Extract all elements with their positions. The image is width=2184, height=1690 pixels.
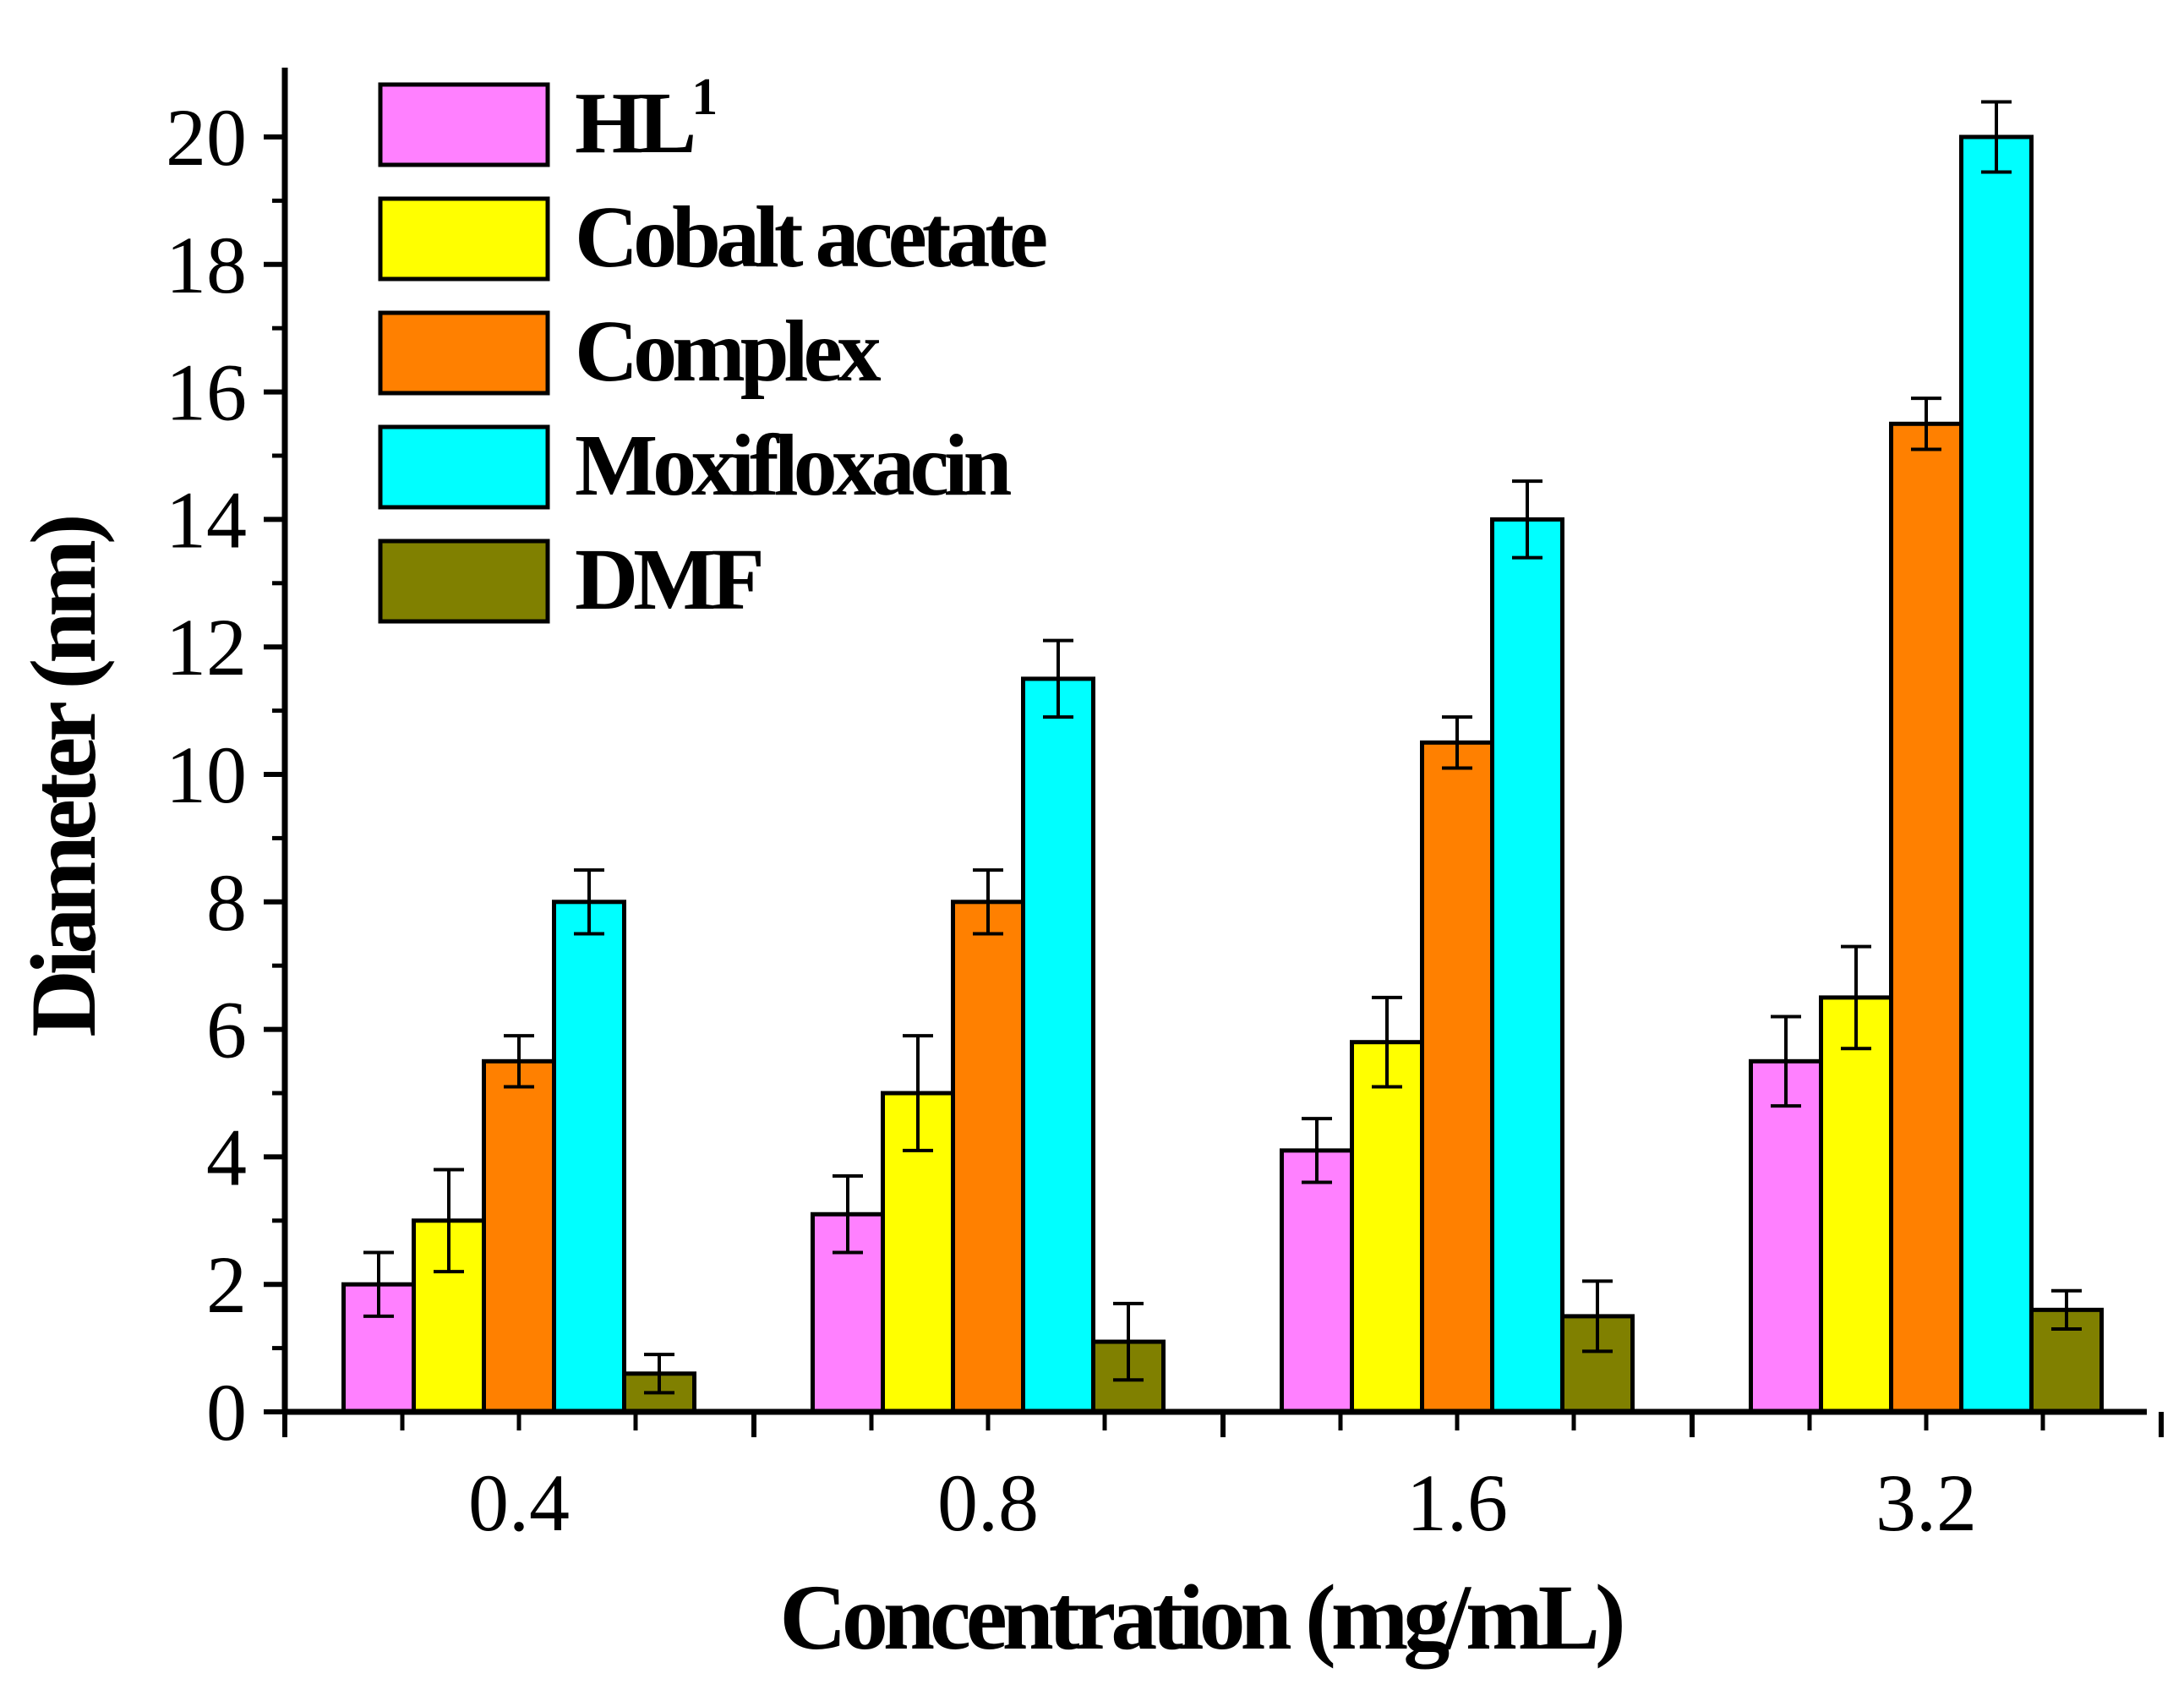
legend-swatch (378, 196, 550, 282)
error-bar-complex-0.4 (504, 1034, 534, 1089)
error-bar-cobalt-acetate-3.2 (1841, 944, 1871, 1051)
error-bar-dmf-1.6 (1582, 1279, 1613, 1354)
legend-item: Cobalt acetate (378, 189, 1051, 286)
legend-item: HL1 (378, 68, 720, 172)
error-bar-dmf-0.8 (1113, 1301, 1144, 1382)
error-bars-layer (363, 100, 2082, 1395)
y-tick-label: 16 (166, 347, 247, 438)
error-bar-complex-1.6 (1442, 715, 1472, 770)
error-bar-moxifloxacin-1.6 (1512, 479, 1542, 560)
error-bar-hl-0.4 (363, 1250, 394, 1318)
error-bar-moxifloxacin-0.8 (1043, 638, 1073, 719)
y-tick-label: 10 (166, 730, 247, 820)
bar-moxifloxacin-0.4 (552, 900, 626, 1414)
y-tick-label: 0 (206, 1367, 247, 1458)
bar-cobalt-acetate-1.6 (1350, 1040, 1424, 1414)
error-bar-moxifloxacin-3.2 (1981, 100, 2012, 174)
y-tick-label: 20 (166, 92, 247, 183)
legend-label: DMF (575, 531, 761, 628)
legend: HL1 Cobalt acetate Complex Moxifloxacin DMF (378, 68, 1051, 628)
x-tick-label: 3.2 (1876, 1458, 1977, 1548)
error-bar-dmf-3.2 (2051, 1288, 2082, 1331)
x-tick-label: 0.8 (937, 1458, 1039, 1548)
legend-item: DMF (378, 531, 766, 628)
legend-swatch (378, 539, 550, 624)
error-bar-cobalt-acetate-0.8 (903, 1034, 933, 1152)
legend-label: Moxifloxacin (575, 417, 1012, 514)
legend-swatch (378, 424, 550, 510)
x-axis-title: Concentration (mg/mL) (779, 1566, 1622, 1669)
x-ticks-layer: 0.4 0.8 1.6 3.2 (282, 1412, 2164, 1548)
bar-moxifloxacin-0.8 (1021, 676, 1095, 1414)
legend-label: Cobalt acetate (575, 189, 1046, 286)
y-tick-label: 6 (206, 985, 247, 1075)
bar-moxifloxacin-3.2 (1959, 134, 2034, 1414)
axes-layer (281, 68, 2147, 1415)
error-bar-cobalt-acetate-0.4 (434, 1168, 464, 1274)
error-bar-cobalt-acetate-1.6 (1372, 995, 1402, 1089)
bar-hl-1.6 (1280, 1148, 1354, 1414)
y-axis-title: Diameter (nm) (12, 517, 115, 1037)
y-ticks-layer: 0 2 4 6 8 10 12 14 16 18 20 (166, 92, 285, 1458)
bar-complex-1.6 (1420, 740, 1494, 1414)
bar-complex-0.8 (951, 900, 1025, 1414)
bar-moxifloxacin-1.6 (1490, 517, 1564, 1414)
y-tick-label: 12 (166, 602, 247, 692)
legend-swatch (378, 82, 550, 167)
y-tick-label: 14 (166, 474, 247, 565)
bar-hl-3.2 (1749, 1058, 1823, 1414)
error-bar-dmf-0.4 (644, 1353, 674, 1395)
legend-label: HL1 (575, 68, 715, 172)
bar-cobalt-acetate-3.2 (1819, 995, 1893, 1414)
error-bar-complex-0.8 (973, 868, 1003, 936)
error-bar-moxifloxacin-0.4 (574, 868, 604, 936)
legend-superscript: 1 (691, 68, 715, 126)
error-bar-complex-3.2 (1911, 397, 1941, 451)
x-tick-label: 1.6 (1406, 1458, 1508, 1548)
error-bar-hl-3.2 (1771, 1015, 1801, 1108)
bar-complex-0.4 (482, 1058, 556, 1414)
error-bar-hl-0.8 (833, 1174, 863, 1255)
error-bar-hl-1.6 (1302, 1117, 1332, 1184)
bar-complex-3.2 (1889, 421, 1963, 1414)
legend-item: Moxifloxacin (378, 417, 1017, 514)
y-tick-label: 8 (206, 857, 247, 948)
x-tick-label: 0.4 (468, 1458, 570, 1548)
legend-swatch (378, 310, 550, 396)
y-tick-label: 2 (206, 1239, 247, 1330)
y-tick-label: 4 (206, 1112, 247, 1202)
y-tick-label: 18 (166, 220, 247, 310)
legend-label: Complex (575, 303, 882, 400)
legend-item: Complex (378, 303, 887, 400)
